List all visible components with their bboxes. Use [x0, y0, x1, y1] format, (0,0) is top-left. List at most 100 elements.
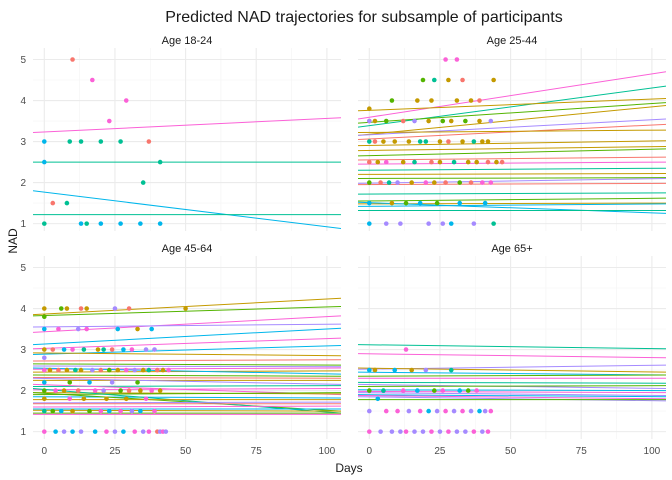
data-point — [367, 408, 372, 414]
data-point — [443, 57, 448, 62]
data-point — [42, 355, 47, 361]
data-point — [395, 180, 400, 185]
trajectory-line — [33, 392, 341, 396]
y-tick-label: 1 — [20, 219, 26, 230]
data-point — [84, 221, 89, 226]
data-point — [480, 180, 485, 185]
data-point — [372, 139, 378, 144]
trajectory-line — [358, 197, 666, 202]
data-point — [42, 139, 47, 144]
trajectory-line — [358, 177, 666, 184]
data-point — [426, 408, 431, 414]
trajectory-line — [33, 305, 341, 317]
trajectory-line — [33, 337, 341, 350]
trajectory-line — [33, 374, 341, 377]
data-point — [132, 429, 138, 434]
data-point — [129, 347, 135, 352]
trajectory-line — [358, 201, 666, 214]
data-point — [417, 200, 423, 206]
data-point — [98, 139, 104, 144]
data-point — [166, 367, 171, 373]
data-point — [454, 57, 460, 62]
data-point — [378, 180, 383, 185]
x-axis-label: Days — [335, 461, 362, 475]
data-point — [429, 429, 434, 434]
data-point — [78, 429, 84, 434]
data-point — [383, 118, 389, 124]
data-point — [160, 367, 166, 373]
facet-label: Age 25-44 — [487, 35, 538, 47]
data-point — [367, 388, 372, 393]
data-point — [446, 429, 451, 434]
data-point — [163, 429, 169, 434]
data-point — [109, 380, 115, 385]
data-point — [457, 200, 463, 206]
trajectory-line — [33, 365, 341, 368]
trajectory-line — [358, 129, 666, 134]
data-point — [431, 180, 437, 185]
data-point — [471, 429, 477, 434]
data-point — [61, 347, 67, 352]
data-point — [423, 180, 429, 185]
data-point — [140, 367, 146, 373]
facet-label: Age 18-24 — [162, 35, 213, 47]
trajectory-line — [358, 367, 666, 373]
data-point — [448, 118, 454, 124]
trajectory-line — [358, 85, 666, 128]
y-tick-label: 2 — [20, 386, 26, 397]
trajectory-line — [33, 352, 341, 357]
data-point — [400, 118, 406, 124]
data-point — [42, 380, 47, 385]
data-point — [465, 159, 471, 165]
data-point — [474, 159, 479, 165]
data-point — [152, 347, 157, 352]
data-point — [53, 429, 58, 434]
data-point — [383, 159, 389, 165]
data-point — [488, 118, 494, 124]
data-point — [98, 221, 104, 226]
trajectory-line — [358, 389, 666, 392]
data-point — [406, 408, 412, 414]
trajectory-line — [358, 177, 666, 179]
data-point — [463, 429, 468, 434]
data-point — [95, 347, 101, 352]
data-point — [440, 388, 446, 393]
data-point — [457, 180, 463, 185]
x-tick-label: 0 — [42, 446, 48, 457]
trajectory-line — [33, 363, 341, 366]
data-point — [491, 77, 496, 83]
data-point — [443, 180, 448, 185]
data-point — [42, 396, 47, 402]
data-point — [471, 221, 477, 226]
x-tick-label: 25 — [109, 446, 121, 457]
data-point — [104, 396, 109, 402]
data-point — [42, 388, 47, 393]
data-point — [101, 388, 106, 393]
data-point — [56, 367, 61, 373]
data-point — [42, 221, 47, 226]
trajectory-line — [358, 118, 666, 136]
data-point — [465, 388, 471, 393]
data-point — [135, 380, 140, 385]
trajectory-line — [33, 409, 341, 412]
trajectory-line — [358, 182, 666, 186]
trajectory-line — [33, 297, 341, 316]
data-point — [367, 118, 372, 124]
data-point — [392, 139, 398, 144]
data-point — [146, 429, 152, 434]
data-point — [372, 367, 378, 373]
data-point — [389, 98, 395, 103]
data-point — [106, 408, 112, 414]
data-point — [98, 367, 104, 373]
x-tick-label: 50 — [180, 446, 192, 457]
data-point — [488, 408, 494, 414]
data-point — [482, 200, 488, 206]
data-point — [73, 367, 78, 373]
data-point — [477, 98, 482, 103]
data-point — [398, 221, 403, 226]
y-axis-label: NAD — [6, 228, 20, 254]
data-point — [482, 408, 488, 414]
data-point — [395, 408, 400, 414]
trajectory-line — [358, 123, 666, 140]
